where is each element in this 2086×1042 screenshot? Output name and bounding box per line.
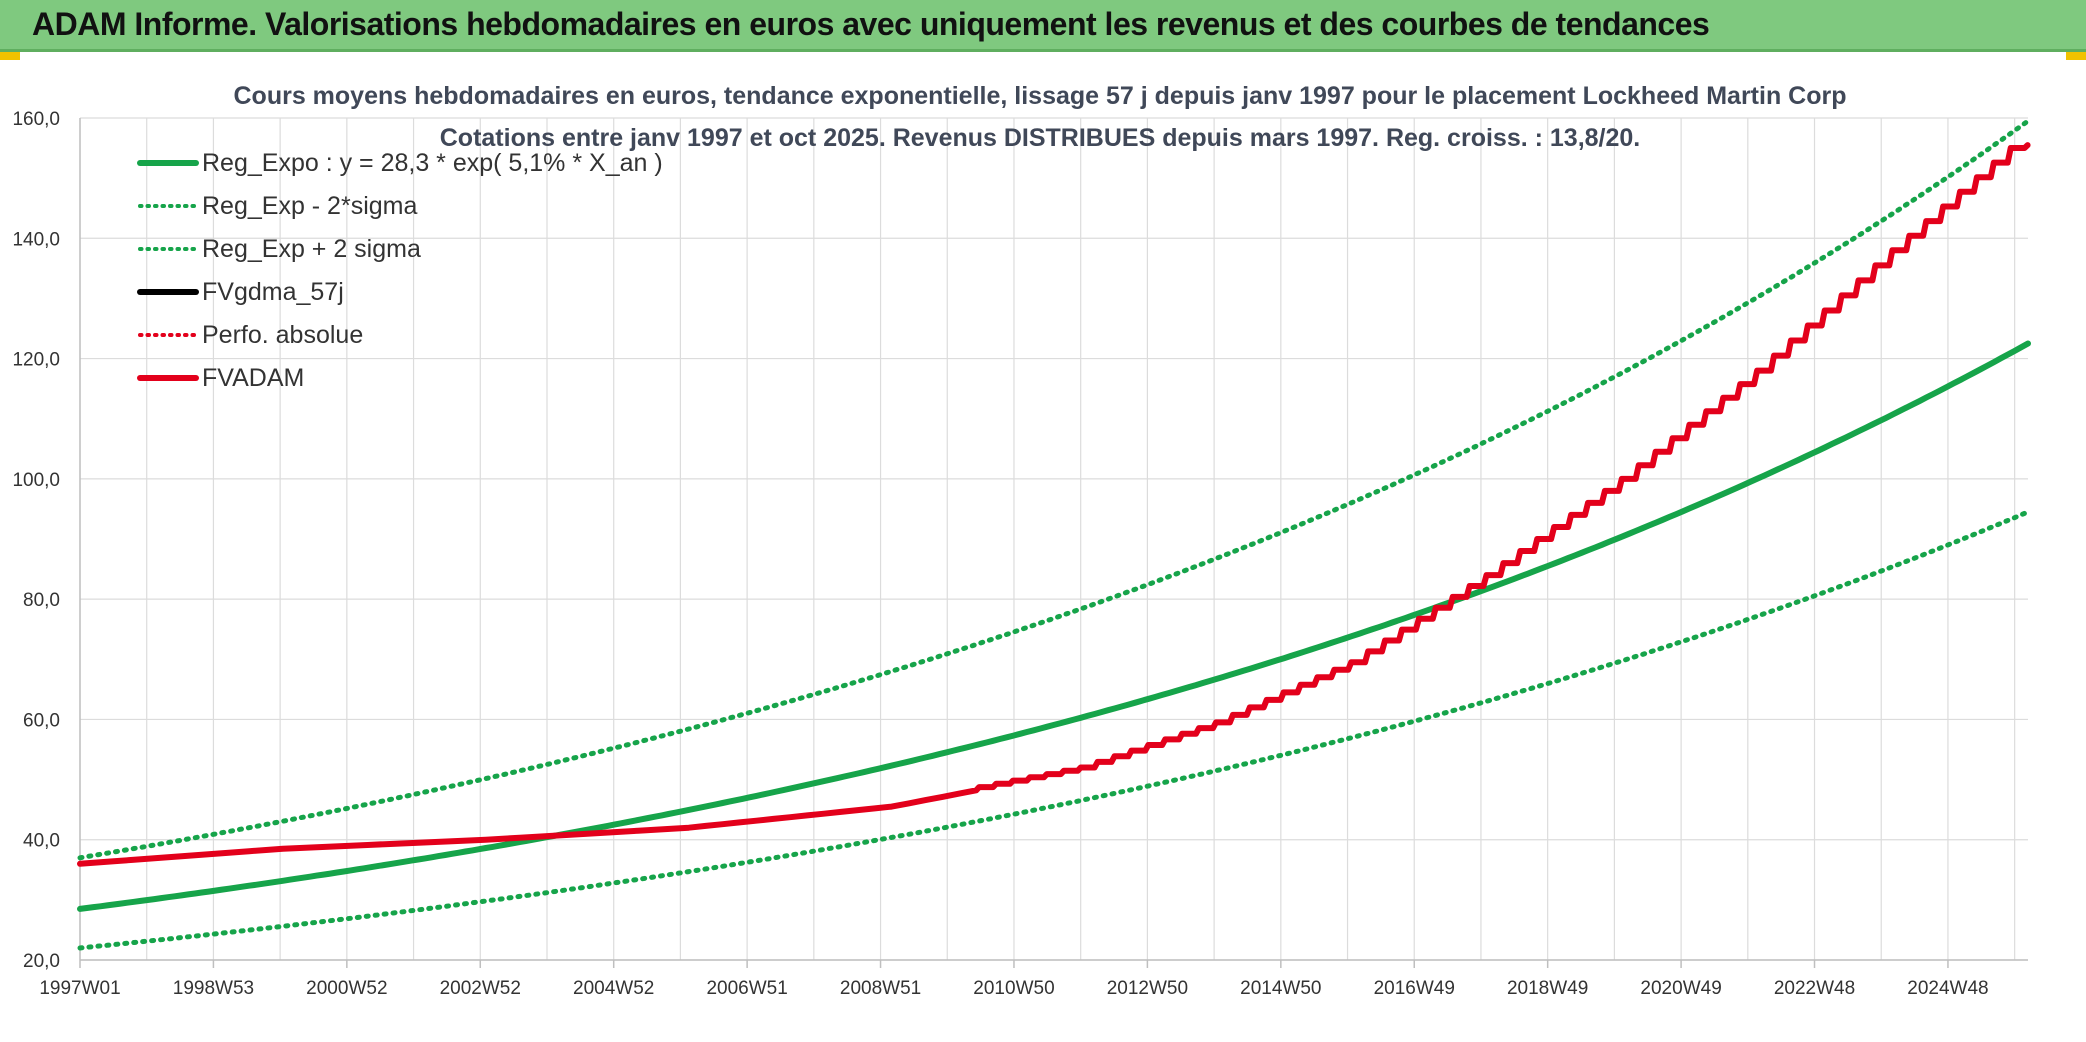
y-tick-label: 60,0 xyxy=(23,710,60,731)
x-tick-label: 2000W52 xyxy=(306,978,387,999)
x-tick-label: 2002W52 xyxy=(440,978,521,999)
y-tick-label: 140,0 xyxy=(12,229,60,250)
x-tick-label: 1997W01 xyxy=(39,978,120,999)
x-tick-label: 2018W49 xyxy=(1507,978,1588,999)
x-tick-label: 2008W51 xyxy=(840,978,921,999)
series-group xyxy=(77,118,2031,951)
y-tick-label: 160,0 xyxy=(12,109,60,130)
y-tick-label: 40,0 xyxy=(23,831,60,852)
x-tick-label: 2020W49 xyxy=(1640,978,1721,999)
y-tick-label: 20,0 xyxy=(23,951,60,972)
series-line-fvadam xyxy=(77,142,2031,867)
y-axis: 20,0 40,0 60,0 80,0 100,0 120,0 140,0 160,0 xyxy=(12,109,81,972)
x-tick-label: 2004W52 xyxy=(573,978,654,999)
series-line-reg-exp-2-sigma xyxy=(77,509,2031,951)
x-tick-label: 2024W48 xyxy=(1907,978,1988,999)
x-axis: 1997W01 1998W53 2000W52 2002W52 2004W52 2006W… xyxy=(39,959,2028,999)
report-banner: ADAM Informe. Valorisations hebdomadaire… xyxy=(0,0,2086,52)
x-tick-label: 2016W49 xyxy=(1374,978,1455,999)
y-tick-label: 80,0 xyxy=(23,590,60,611)
legend-label: Reg_Expo : y = 28,3 * exp( 5,1% * X_an ) xyxy=(202,149,663,177)
line-chart: 20,0 40,0 60,0 80,0 100,0 120,0 140,0 160,0 199… xyxy=(12,82,2031,999)
x-tick-label: 1998W53 xyxy=(173,978,254,999)
x-tick-label: 2006W51 xyxy=(706,978,787,999)
series-line-reg-expo xyxy=(77,340,2031,912)
chart-subtitle: Cotations entre janv 1997 et oct 2025. R… xyxy=(440,124,1641,152)
x-tick-label: 2022W48 xyxy=(1774,978,1855,999)
corner-marker-left xyxy=(0,52,20,60)
x-tick-label: 2010W50 xyxy=(973,978,1054,999)
y-tick-label: 120,0 xyxy=(12,350,60,371)
corner-marker-right xyxy=(2066,52,2086,60)
x-tick-label: 2014W50 xyxy=(1240,978,1321,999)
legend-label: Reg_Exp + 2 sigma xyxy=(202,235,421,263)
chart-title: Cours moyens hebdomadaires en euros, ten… xyxy=(234,82,1847,110)
chart-area: 20,0 40,0 60,0 80,0 100,0 120,0 140,0 160,0 199… xyxy=(0,60,2086,1037)
legend-label: FVADAM xyxy=(202,364,304,392)
legend-label: FVgdma_57j xyxy=(202,278,344,306)
report-title: ADAM Informe. Valorisations hebdomadaire… xyxy=(32,6,1710,42)
legend-label: Perfo. absolue xyxy=(202,321,363,349)
legend-label: Reg_Exp - 2*sigma xyxy=(202,192,417,220)
x-tick-label: 2012W50 xyxy=(1107,978,1188,999)
legend: Reg_Expo : y = 28,3 * exp( 5,1% * X_an )… xyxy=(137,149,663,392)
y-tick-label: 100,0 xyxy=(12,470,60,491)
